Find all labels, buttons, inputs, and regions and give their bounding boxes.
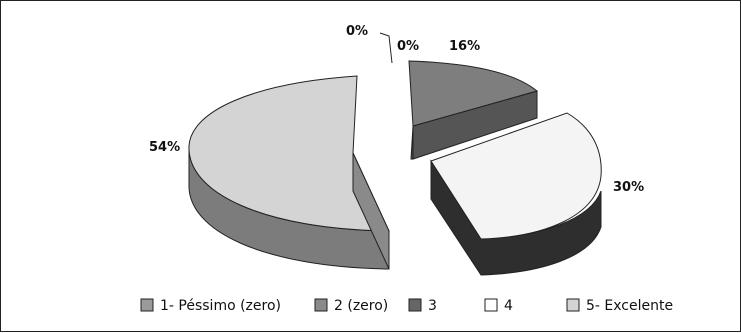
legend-swatch-pessimo xyxy=(140,298,154,312)
legend-label-3: 3 xyxy=(428,298,437,314)
legend-swatch-2 xyxy=(314,298,328,312)
legend-label-5: 5- Excelente xyxy=(586,298,673,314)
legend-swatch-5 xyxy=(566,298,580,312)
slice-5-excelente-top xyxy=(188,75,390,232)
data-label-3: 16% xyxy=(449,39,480,54)
data-label-pessimo: 0% xyxy=(346,24,368,39)
legend-swatch-3 xyxy=(408,298,422,312)
slice-3-top xyxy=(408,60,539,127)
legend-swatch-4 xyxy=(484,298,498,312)
slice-4-top xyxy=(430,112,602,240)
slice-3-cut xyxy=(410,125,414,160)
legend-label-4: 4 xyxy=(504,298,513,314)
data-label-2: 0% xyxy=(397,39,419,54)
leader-line-0 xyxy=(379,32,393,64)
slice-4 xyxy=(430,112,602,276)
legend: 1- Péssimo (zero) 2 (zero) 3 4 5- Excele… xyxy=(140,298,673,314)
legend-label-pessimo: 1- Péssimo (zero) xyxy=(160,298,281,314)
data-label-4: 30% xyxy=(613,180,644,195)
slice-5-excelente xyxy=(188,75,390,270)
legend-label-2: 2 (zero) xyxy=(334,298,388,314)
data-label-5: 54% xyxy=(149,140,180,155)
slice-5-excelente-cut xyxy=(352,152,390,270)
slice-3 xyxy=(408,60,539,160)
